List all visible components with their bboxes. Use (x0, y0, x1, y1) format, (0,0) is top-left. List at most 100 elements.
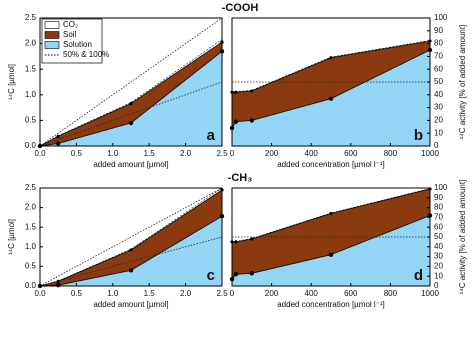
y-tick-label: 100 (434, 183, 448, 192)
marker (250, 89, 254, 93)
marker (56, 141, 61, 146)
y-tick-label: 30 (434, 103, 443, 112)
y-tick-label: 0.5 (25, 262, 37, 271)
x-tick-label: 200 (265, 289, 279, 298)
legend-label: Solution (63, 40, 92, 49)
x-tick-label: 2.5 (216, 149, 228, 158)
area (232, 215, 430, 286)
x-tick-label: 2.5 (216, 289, 228, 298)
marker (56, 279, 60, 283)
series-line (39, 41, 223, 147)
section-title: -COOH (222, 2, 259, 14)
y-tick-label: 10 (434, 271, 443, 280)
section-title: -CH₃ (228, 172, 253, 184)
area (232, 50, 430, 146)
legend-label: 50% & 100% (63, 50, 109, 59)
marker (328, 252, 334, 257)
x-tick-label: 400 (305, 149, 319, 158)
x-tick-label: 2.0 (180, 289, 192, 298)
series-line (232, 188, 431, 242)
x-tick-label: 800 (384, 289, 398, 298)
y-axis-label: ¹⁴C activity [% of added amount] (458, 180, 467, 295)
y-tick-label: 70 (434, 213, 443, 222)
y-tick-label: 20 (434, 262, 443, 271)
y-axis-label: ¹⁴C activity [% of added amount] (458, 25, 467, 140)
marker (233, 119, 239, 124)
y-tick-label: 80 (434, 203, 443, 212)
x-tick-label: 800 (384, 149, 398, 158)
y-tick-label: 60 (434, 222, 443, 231)
x-tick-label: 2.0 (180, 149, 192, 158)
panel-label: b (414, 127, 423, 144)
marker (128, 268, 134, 273)
plot-frame (39, 187, 223, 287)
x-axis-label: added amount [µmol] (93, 160, 168, 169)
y-tick-label: 0 (434, 281, 439, 290)
y-axis-label: ¹⁴C [µmol] (7, 64, 16, 100)
y-tick-label: 90 (434, 26, 443, 35)
y-tick-label: 40 (434, 90, 443, 99)
x-tick-label: 1000 (421, 289, 439, 298)
reference-line (39, 236, 223, 287)
legend-swatch (44, 41, 60, 49)
legend-label: Soil (63, 30, 77, 39)
x-tick-label: 200 (265, 149, 279, 158)
marker (129, 101, 133, 106)
x-tick-label: 400 (305, 289, 319, 298)
marker (249, 118, 254, 123)
y-tick-label: 50 (434, 77, 443, 86)
x-tick-label: 1000 (421, 149, 439, 158)
reference-line (39, 81, 223, 147)
x-tick-label: 0.0 (34, 149, 46, 158)
marker (329, 211, 333, 216)
x-tick-label: 1.0 (107, 149, 119, 158)
y-tick-label: 60 (434, 64, 443, 73)
marker (128, 120, 134, 126)
y-tick-label: 0.0 (25, 281, 37, 290)
x-tick-label: 600 (344, 149, 358, 158)
panel-label: d (414, 267, 423, 284)
marker (129, 248, 133, 252)
x-tick-label: 0.0 (34, 289, 46, 298)
area (40, 51, 222, 146)
marker (234, 240, 238, 244)
y-tick-label: 1.0 (25, 242, 37, 251)
area (40, 189, 222, 286)
y-tick-label: 0.0 (25, 141, 37, 150)
x-tick-label: 0.5 (71, 149, 83, 158)
marker (329, 56, 333, 60)
y-tick-label: 30 (434, 252, 443, 261)
series-line (39, 39, 223, 147)
y-tick-label: 1.5 (25, 64, 37, 73)
reference-line (39, 187, 223, 287)
y-tick-label: 70 (434, 52, 443, 61)
series-line (39, 50, 223, 147)
y-tick-label: 20 (434, 116, 443, 125)
marker (234, 90, 238, 94)
marker (56, 283, 61, 288)
y-tick-label: 0.5 (25, 116, 37, 125)
marker (233, 272, 239, 277)
area (40, 216, 222, 286)
legend-swatch (44, 31, 60, 39)
y-tick-label: 50 (434, 232, 443, 241)
marker (328, 96, 334, 101)
y-tick-label: 2.0 (25, 203, 37, 212)
y-tick-label: 40 (434, 242, 443, 251)
y-tick-label: 1.0 (25, 90, 37, 99)
x-axis-label: added amount [µmol] (93, 300, 168, 309)
legend-swatch (44, 21, 60, 29)
y-tick-label: 1.5 (25, 222, 37, 231)
x-tick-label: 0.5 (71, 289, 83, 298)
y-tick-label: 2.5 (25, 13, 37, 22)
marker (56, 134, 60, 138)
x-axis-label: added concentration [µmol l⁻¹] (277, 160, 385, 169)
x-axis-label: added concentration [µmol l⁻¹] (277, 300, 385, 309)
y-tick-label: 2.5 (25, 183, 37, 192)
x-tick-label: 1.5 (144, 149, 156, 158)
marker (250, 237, 254, 241)
x-tick-label: 0 (230, 289, 235, 298)
